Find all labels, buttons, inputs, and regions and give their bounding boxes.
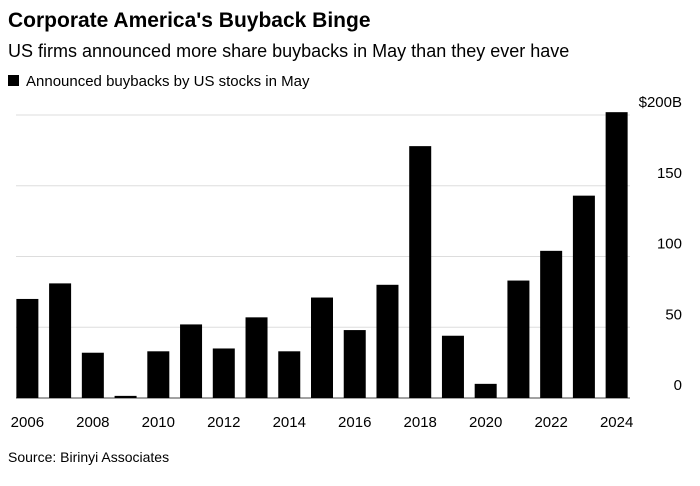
x-tick-label: 2016 [338, 414, 371, 431]
chart-title: Corporate America's Buyback Binge [8, 9, 371, 32]
bar [507, 280, 530, 398]
bar [376, 284, 399, 398]
bar [441, 335, 464, 398]
chart-subtitle: US firms announced more share buybacks i… [8, 41, 569, 61]
bar [180, 324, 203, 398]
bar [212, 348, 235, 398]
source: Source: Birinyi Associates [8, 449, 169, 465]
bar [245, 317, 268, 398]
bar [540, 250, 563, 398]
x-tick-label: 2024 [600, 414, 633, 431]
bar [572, 195, 595, 398]
x-tick-label: 2012 [207, 414, 240, 431]
bar [81, 352, 104, 398]
bar [605, 112, 628, 399]
legend-swatch [8, 75, 19, 86]
y-tick-label: $200B [639, 94, 682, 111]
bar [49, 283, 72, 398]
x-tick-label: 2010 [142, 414, 175, 431]
bar [474, 383, 497, 398]
bar [16, 298, 39, 398]
y-tick-label: 100 [657, 236, 682, 253]
x-tick-label: 2018 [404, 414, 437, 431]
bar [409, 146, 432, 398]
x-tick-label: 2014 [273, 414, 306, 431]
x-tick-label: 2006 [11, 414, 44, 431]
x-tick-label: 2020 [469, 414, 502, 431]
y-tick-label: 50 [665, 306, 682, 323]
bar [311, 297, 333, 398]
legend-label: Announced buybacks by US stocks in May [26, 73, 310, 90]
y-tick-label: 0 [674, 377, 682, 394]
x-tick-label: 2022 [534, 414, 567, 431]
bar [278, 351, 301, 398]
y-tick-label: 150 [657, 165, 682, 182]
bar [114, 395, 137, 398]
x-tick-label: 2008 [76, 414, 109, 431]
bar [343, 330, 366, 398]
bar [147, 351, 170, 398]
